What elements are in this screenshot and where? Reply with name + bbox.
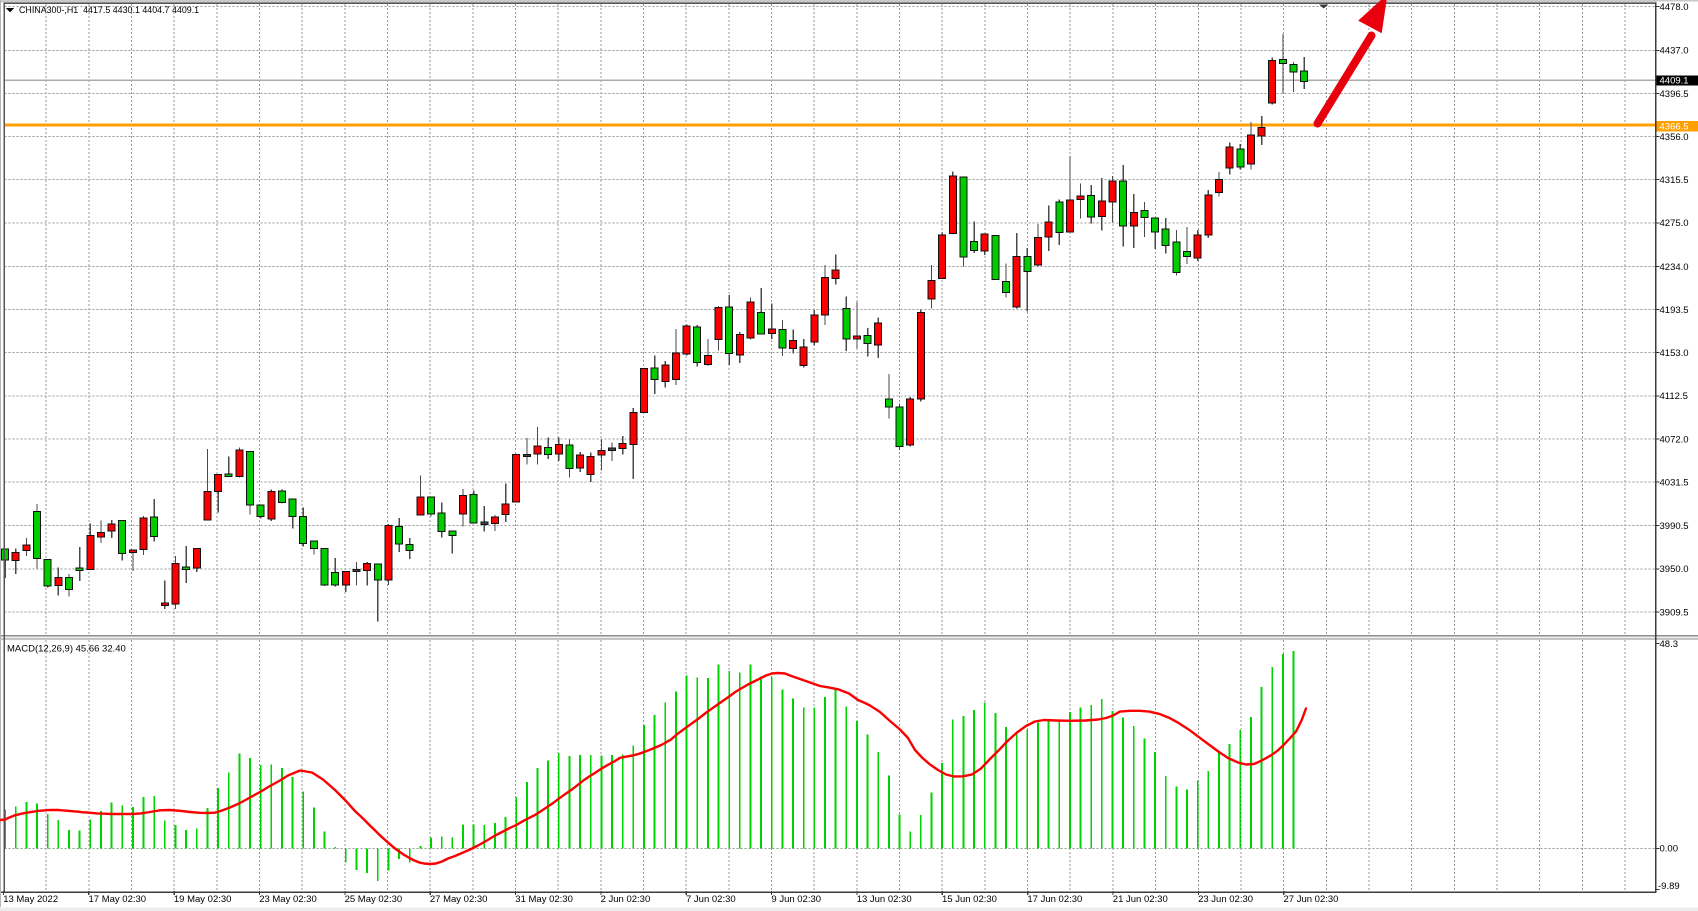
svg-text:27 Jun 02:30: 27 Jun 02:30 [1284,894,1339,905]
svg-text:25 May 02:30: 25 May 02:30 [345,894,403,905]
svg-text:48.3: 48.3 [1660,639,1679,650]
svg-text:4356.0: 4356.0 [1660,132,1689,143]
svg-text:4315.5: 4315.5 [1660,175,1689,186]
svg-text:4072.0: 4072.0 [1660,434,1689,445]
svg-text:19 May 02:30: 19 May 02:30 [174,894,232,905]
svg-text:17 Jun 02:30: 17 Jun 02:30 [1027,894,1082,905]
svg-text:27 May 02:30: 27 May 02:30 [430,894,488,905]
svg-text:13 Jun 02:30: 13 Jun 02:30 [857,894,912,905]
svg-text:9 Jun 02:30: 9 Jun 02:30 [771,894,821,905]
svg-text:17 May 02:30: 17 May 02:30 [89,894,147,905]
svg-text:7 Jun 02:30: 7 Jun 02:30 [686,894,736,905]
svg-text:4234.0: 4234.0 [1660,262,1689,273]
svg-text:23 May 02:30: 23 May 02:30 [259,894,317,905]
svg-text:CHINA300-,H1 4417.5 4430.1 44: CHINA300-,H1 4417.5 4430.1 4404.7 4409.1 [19,5,199,15]
svg-text:2 Jun 02:30: 2 Jun 02:30 [601,894,651,905]
svg-text:3950.0: 3950.0 [1660,564,1689,575]
svg-text:4396.5: 4396.5 [1660,89,1689,100]
svg-text:3990.5: 3990.5 [1660,521,1689,532]
svg-text:4193.5: 4193.5 [1660,305,1689,316]
svg-text:MACD(12,26,9) 45.66 32.40: MACD(12,26,9) 45.66 32.40 [7,643,126,654]
svg-text:4031.5: 4031.5 [1660,478,1689,489]
svg-text:4275.0: 4275.0 [1660,218,1689,229]
svg-text:4437.0: 4437.0 [1660,46,1689,57]
svg-text:3909.5: 3909.5 [1660,607,1689,618]
svg-text:-9.89: -9.89 [1658,881,1680,892]
svg-text:23 Jun 02:30: 23 Jun 02:30 [1198,894,1253,905]
svg-text:4478.0: 4478.0 [1660,2,1689,13]
svg-text:4409.1: 4409.1 [1660,76,1689,87]
svg-text:13 May 2022: 13 May 2022 [3,894,58,905]
svg-text:15 Jun 02:30: 15 Jun 02:30 [942,894,997,905]
svg-text:31 May 02:30: 31 May 02:30 [515,894,573,905]
svg-text:4112.5: 4112.5 [1660,391,1688,402]
svg-text:4366.5: 4366.5 [1660,121,1689,132]
svg-text:21 Jun 02:30: 21 Jun 02:30 [1113,894,1168,905]
svg-text:4153.0: 4153.0 [1660,348,1689,359]
svg-text:0.00: 0.00 [1660,844,1679,855]
